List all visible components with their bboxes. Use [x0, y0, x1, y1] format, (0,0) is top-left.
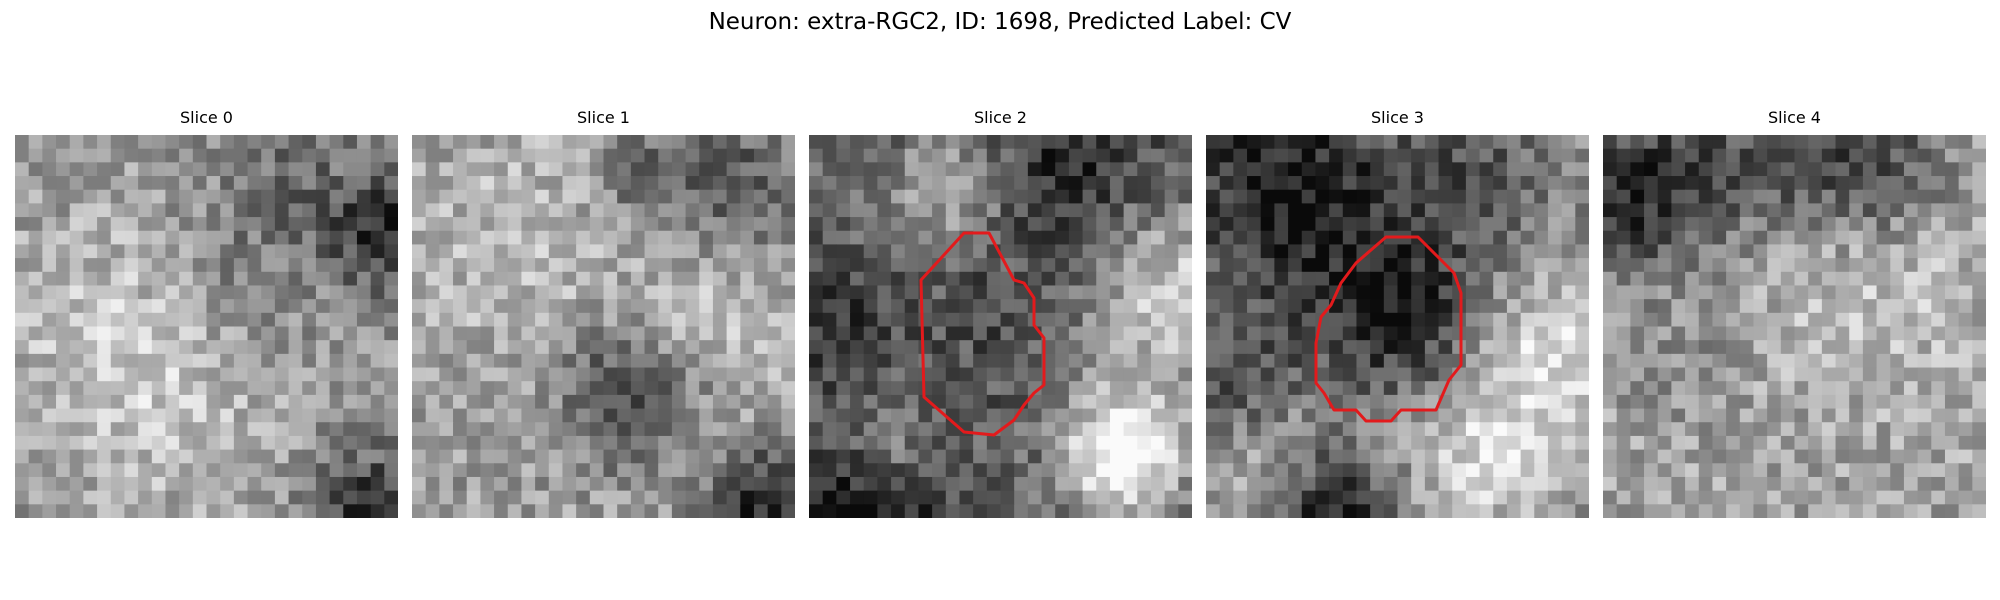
slice-panel-1: Slice 1: [412, 108, 795, 518]
figure-title: Neuron: extra-RGC2, ID: 1698, Predicted …: [0, 6, 2000, 38]
slice-image-4: [1603, 135, 1986, 518]
slice-title: Slice 3: [1206, 108, 1589, 128]
slice-image-3: [1206, 135, 1589, 518]
slice-image-1: [412, 135, 795, 518]
slice-panel-0: Slice 0: [15, 108, 398, 518]
slice-panel-4: Slice 4: [1603, 108, 1986, 518]
slice-title: Slice 1: [412, 108, 795, 128]
slice-title: Slice 2: [809, 108, 1192, 128]
slice-panel-2: Slice 2: [809, 108, 1192, 518]
slice-image-0: [15, 135, 398, 518]
slice-image-2: [809, 135, 1192, 518]
slice-title: Slice 4: [1603, 108, 1986, 128]
slice-title: Slice 0: [15, 108, 398, 128]
slice-panel-3: Slice 3: [1206, 108, 1589, 518]
